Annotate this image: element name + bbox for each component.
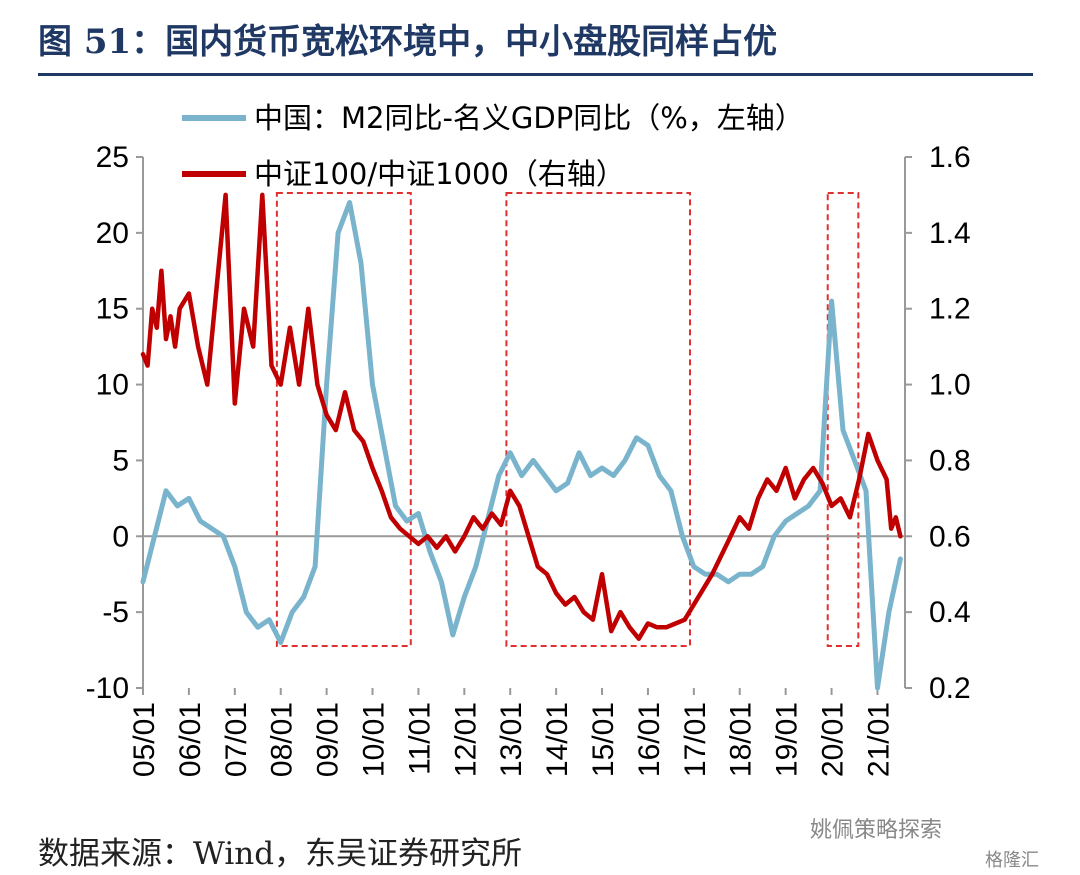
legend-item-ratio-label: 中证100/中证1000（右轴） xyxy=(254,157,625,191)
chart-title: 图 51：国内货币宽松环境中，中小盘股同样占优 xyxy=(38,22,778,62)
x-tick-label: 14/01 xyxy=(541,702,574,777)
x-tick-label: 17/01 xyxy=(679,702,712,777)
right-tick-label: 0.6 xyxy=(929,520,971,553)
x-tick-label: 11/01 xyxy=(403,702,436,775)
right-tick-label: 0.2 xyxy=(929,672,971,705)
watermark-secondary: 格隆汇 xyxy=(985,850,1039,871)
highlight-box-3 xyxy=(826,192,860,647)
highlight-box-2 xyxy=(505,192,692,647)
left-tick-label: 10 xyxy=(96,369,129,402)
x-tick-label: 10/01 xyxy=(358,702,391,777)
x-tick-label: 13/01 xyxy=(495,702,528,777)
source-note: 数据来源：Wind，东吴证券研究所 xyxy=(38,836,523,872)
right-tick-label: 1.6 xyxy=(929,141,971,174)
right-tick-label: 0.4 xyxy=(929,596,971,629)
m2-gdp-series-line xyxy=(140,200,903,691)
series-lines xyxy=(140,192,903,691)
highlight-box-1 xyxy=(275,192,412,647)
chart-axes: -10 -5 0 5 10 15 20 25 0.2 0.4 0.6 0.8 1.0 1.2 1.4 1.6 0… xyxy=(86,141,971,777)
right-tick-label: 1.4 xyxy=(929,217,971,250)
x-tick-label: 08/01 xyxy=(266,702,299,777)
left-tick-label: -5 xyxy=(102,596,129,629)
right-tick-label: 1.0 xyxy=(929,369,971,402)
x-tick-label: 18/01 xyxy=(725,702,758,777)
right-tick-label: 1.2 xyxy=(929,293,971,326)
left-tick-label: 25 xyxy=(96,141,129,174)
x-tick-label: 21/01 xyxy=(862,702,895,777)
right-tick-label: 0.8 xyxy=(929,444,971,477)
highlight-boxes xyxy=(275,192,860,647)
x-tick-label: 19/01 xyxy=(771,702,804,777)
left-tick-label: 5 xyxy=(112,444,129,477)
left-tick-label: 20 xyxy=(96,217,129,250)
x-tick-label: 12/01 xyxy=(449,702,482,777)
x-tick-label: 09/01 xyxy=(312,702,345,777)
left-tick-label: 15 xyxy=(96,293,129,326)
x-tick-label: 06/01 xyxy=(174,702,207,777)
x-tick-label: 16/01 xyxy=(633,702,666,777)
left-tick-label: -10 xyxy=(86,672,129,705)
x-tick-label: 07/01 xyxy=(220,702,253,777)
watermark-primary: 姚佩策略探索 xyxy=(810,818,943,843)
x-tick-label: 20/01 xyxy=(817,702,850,777)
x-tick-label: 15/01 xyxy=(587,702,620,777)
chart-legend: 中国：M2同比-名义GDP同比（%，左轴） 中证100/中证1000（右轴） xyxy=(182,101,804,191)
x-tick-label: 05/01 xyxy=(128,702,161,777)
left-tick-label: 0 xyxy=(112,520,129,553)
ratio-series-line xyxy=(140,192,903,641)
title-underline xyxy=(38,73,1033,76)
legend-item-m2-gdp-label: 中国：M2同比-名义GDP同比（%，左轴） xyxy=(254,101,804,135)
